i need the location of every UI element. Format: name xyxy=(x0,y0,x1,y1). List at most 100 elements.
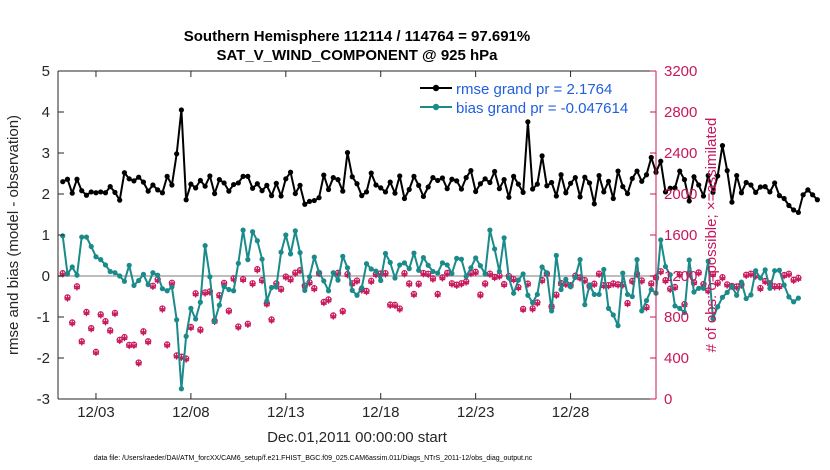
obs-assimilated-point xyxy=(64,295,71,302)
rmse-point xyxy=(648,154,654,161)
rmse-point xyxy=(800,192,806,198)
bias-point xyxy=(344,265,351,271)
bias-point xyxy=(88,243,94,250)
rmse-point xyxy=(715,173,721,179)
rmse-point xyxy=(662,189,669,195)
obs-asterisk-stroke xyxy=(595,272,603,277)
obs-asterisk-stroke xyxy=(254,268,261,273)
y-ticks-left: -3 -2 -1 0 1 2 3 4 5 xyxy=(37,63,64,408)
bias-point xyxy=(349,287,355,293)
obs-assimilated-point xyxy=(444,270,451,278)
rmse-point xyxy=(164,173,170,179)
bias-point xyxy=(121,278,128,284)
rmse-point xyxy=(572,175,578,181)
obs-asterisk-stroke xyxy=(496,274,503,279)
rmse-point xyxy=(273,180,279,186)
rmse-point xyxy=(354,181,360,187)
obs-asterisk-stroke xyxy=(88,327,95,332)
bias-point xyxy=(705,258,711,264)
chart-subtitle: SAT_V_WIND_COMPONENT @ 925 hPa xyxy=(216,47,498,64)
obs-assimilated-point xyxy=(382,271,389,278)
y-tick-label-left: 5 xyxy=(42,63,50,80)
rmse-point xyxy=(231,181,237,188)
bias-point xyxy=(397,262,403,268)
rmse-point xyxy=(136,174,142,180)
bias-point xyxy=(131,282,137,289)
bias-point xyxy=(620,270,626,276)
rmse-point xyxy=(615,168,621,174)
rmse-point xyxy=(767,189,773,195)
rmse-point xyxy=(60,179,66,185)
rmse-point xyxy=(188,181,194,187)
rmse-point xyxy=(64,176,71,182)
bias-point xyxy=(624,291,631,298)
rmse-point xyxy=(174,151,180,157)
obs-asterisk-stroke xyxy=(282,275,289,280)
bias-point xyxy=(193,316,199,322)
bias-point xyxy=(164,288,170,294)
bias-point xyxy=(155,272,161,278)
rmse-point xyxy=(700,193,707,199)
rmse-point xyxy=(591,201,597,207)
rmse-point xyxy=(724,168,730,174)
rmse-point xyxy=(131,178,137,184)
bias-point xyxy=(629,293,635,300)
rmse-point xyxy=(107,184,113,190)
rmse-point xyxy=(169,182,175,188)
obs-asterisk-stroke xyxy=(225,309,232,314)
obs-asterisk-stroke xyxy=(277,287,285,293)
obs-asterisk-stroke xyxy=(510,277,517,283)
bias-point xyxy=(786,294,792,300)
rmse-point xyxy=(102,190,109,196)
obs-assimilated-point xyxy=(192,291,199,298)
obs-assimilated-point xyxy=(501,281,508,289)
bias-point xyxy=(392,275,398,281)
bias-point xyxy=(662,263,669,270)
obs-assimilated-point xyxy=(425,271,432,278)
bias-point xyxy=(382,250,389,257)
bias-point xyxy=(335,277,341,283)
rmse-point xyxy=(477,181,483,187)
obs-asterisk-stroke xyxy=(363,289,370,295)
obs-asterisk-stroke xyxy=(69,321,76,326)
bias-point xyxy=(401,260,408,266)
bias-point xyxy=(767,285,773,291)
bias-point xyxy=(126,262,132,268)
rmse-point xyxy=(363,189,370,195)
obs-assimilated-point xyxy=(92,349,100,357)
obs-asterisk-stroke xyxy=(676,273,683,278)
bias-point xyxy=(748,292,754,298)
bias-point xyxy=(776,267,782,273)
y-tick-label-right: 0 xyxy=(664,391,672,408)
rmse-point xyxy=(373,182,379,188)
bias-point xyxy=(591,291,597,298)
obs-asterisk-stroke xyxy=(415,282,422,287)
bias-point xyxy=(439,260,446,266)
rmse-point xyxy=(795,209,801,216)
y-tick-label-right: 400 xyxy=(664,350,689,367)
rmse-point xyxy=(468,168,474,174)
y-tick-label-right: 2000 xyxy=(664,186,697,203)
bias-point xyxy=(159,286,166,292)
obs-assimilated-point xyxy=(482,281,489,288)
bias-point xyxy=(477,263,483,269)
bias-point xyxy=(174,317,180,323)
rmse-point xyxy=(321,172,327,178)
bias-point xyxy=(93,254,99,260)
bias-point xyxy=(743,295,749,302)
bias-point xyxy=(567,284,574,290)
rmse-point xyxy=(539,153,545,159)
obs-assimilated-point xyxy=(429,276,437,283)
bias-point xyxy=(325,288,332,294)
rmse-point xyxy=(150,182,156,188)
obs-assimilated-point xyxy=(757,285,764,293)
bias-point xyxy=(354,292,360,298)
obs-assimilated-point xyxy=(88,325,95,333)
bias-point xyxy=(463,273,469,280)
obs-asterisk-stroke xyxy=(406,282,413,287)
bias-point xyxy=(117,273,123,279)
obs-asterisk-stroke xyxy=(591,282,598,287)
obs-assimilated-point xyxy=(458,281,465,288)
rmse-point xyxy=(567,180,574,186)
rmse-point xyxy=(411,173,417,179)
